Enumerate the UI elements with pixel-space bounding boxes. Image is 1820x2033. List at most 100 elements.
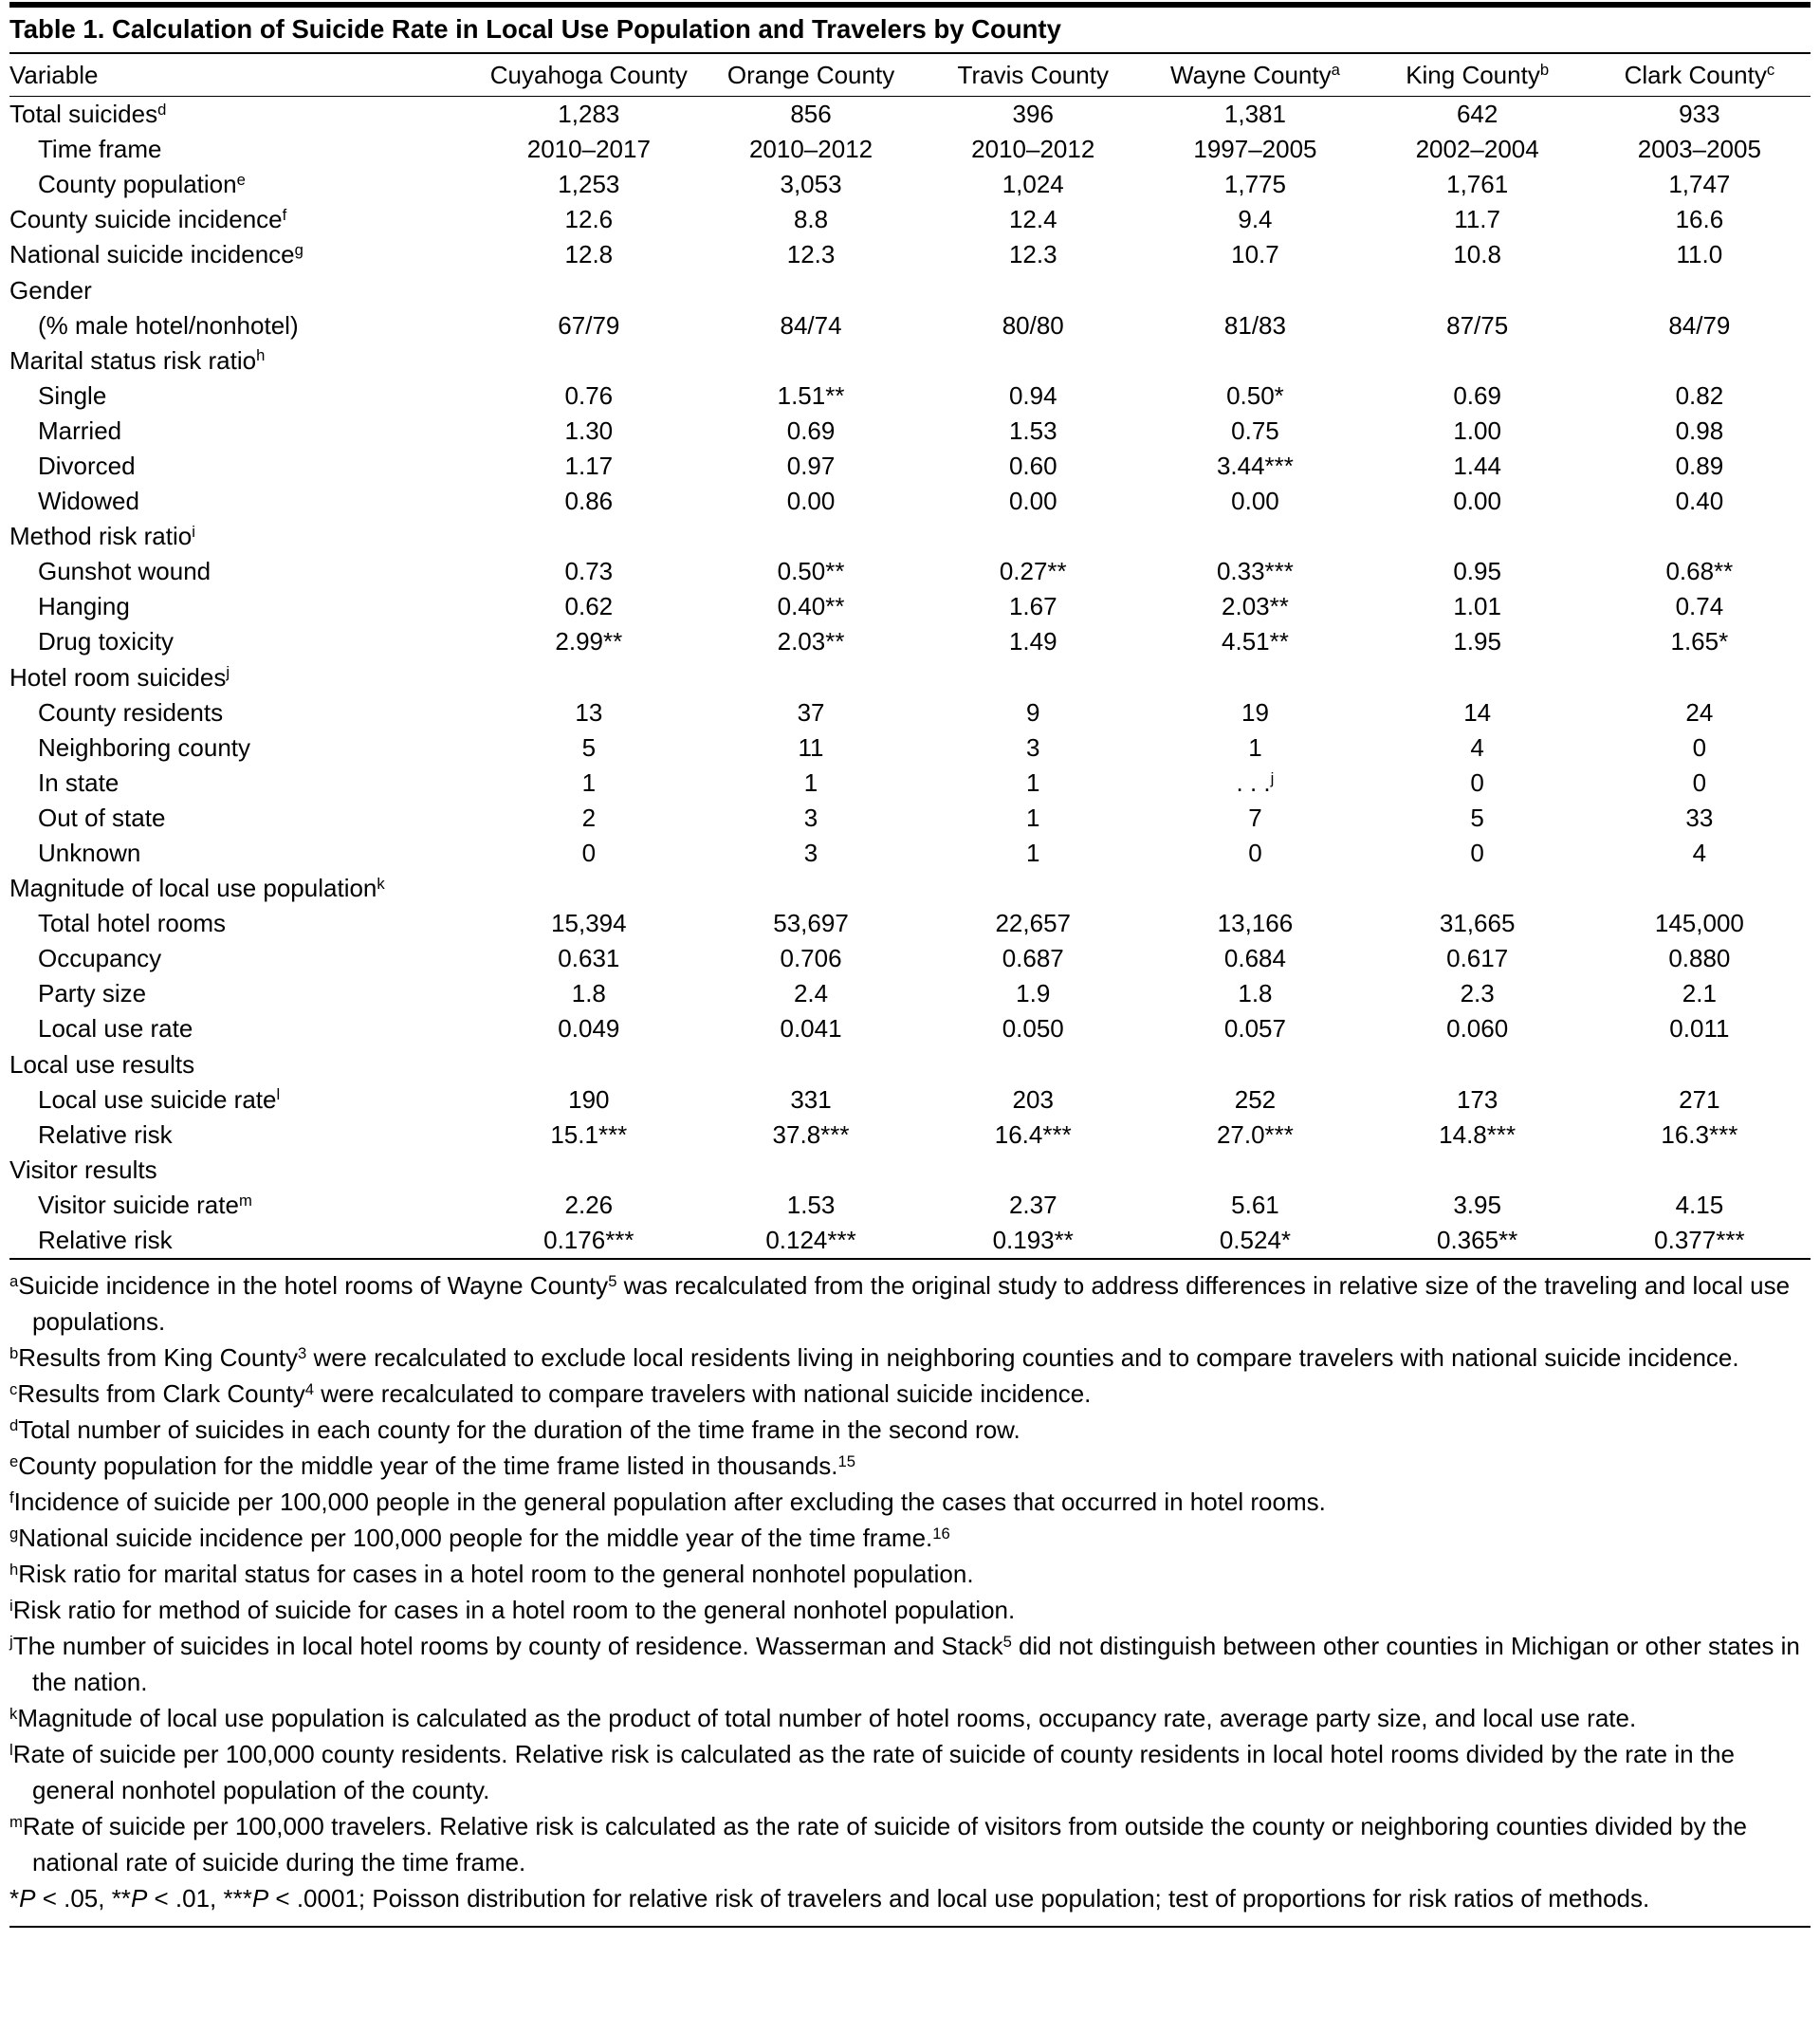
cell-value: 856 <box>790 100 832 129</box>
table-head: Variable Cuyahoga County Orange County Trav… <box>9 54 1811 97</box>
cell-value: 0.377*** <box>1654 1226 1745 1255</box>
section-label: Local use results <box>9 1049 195 1079</box>
cell-value: 3,053 <box>780 170 842 199</box>
cell-value: 1 <box>1248 732 1262 762</box>
cell-value: 173 <box>1456 1084 1498 1114</box>
cell-value: 12.6 <box>564 205 614 234</box>
cell-value: 0.69 <box>1453 380 1501 410</box>
cell-value: 933 <box>1679 100 1720 129</box>
cell-value: 2010–2017 <box>526 135 651 164</box>
cell-value: 0 <box>1692 732 1707 762</box>
cell-value: 0.687 <box>1002 944 1064 973</box>
cell-value: 190 <box>568 1084 610 1114</box>
footnote: iRisk ratio for method of suicide for ca… <box>9 1596 1016 1625</box>
cell-value: 0 <box>1470 767 1484 797</box>
column-header-county: Orange County <box>699 54 923 97</box>
cell-value: 0.050 <box>1002 1014 1064 1044</box>
column-header-county: Travis County <box>922 54 1145 97</box>
cell-value: 2.26 <box>564 1190 614 1219</box>
row-label: Total hotel rooms <box>38 909 226 938</box>
cell-value: 19 <box>1241 697 1269 727</box>
cell-value <box>922 660 1144 695</box>
cell-value: 14.8*** <box>1439 1119 1517 1149</box>
footnote: mRate of suicide per 100,000 travelers. … <box>9 1812 1747 1877</box>
row-label: Total suicidesd <box>9 100 167 129</box>
table-row: Widowed 0.86 0.00 0.00 0.00 0.00 0.40 <box>9 484 1811 519</box>
table-row: Relative risk 0.176*** 0.124*** 0.193** 0.52… <box>9 1223 1811 1259</box>
table-row: In state 1 1 1 . . .j 0 0 <box>9 766 1811 801</box>
footnotes-section: aSuicide incidence in the hotel rooms of… <box>9 1260 1811 1929</box>
cell-value: 252 <box>1234 1084 1277 1114</box>
footnote: gNational suicide incidence per 100,000 … <box>9 1524 950 1553</box>
cell-value <box>1589 519 1811 554</box>
cell-value: 14 <box>1463 697 1492 727</box>
table-title-block: Table 1. Calculation of Suicide Rate in … <box>9 2 1811 54</box>
cell-value: 0.94 <box>1008 380 1057 410</box>
table-row: Out of state 2 3 1 7 5 33 <box>9 801 1811 836</box>
cell-value: 27.0*** <box>1216 1119 1294 1149</box>
cell-value: 2002–2004 <box>1415 135 1539 164</box>
cell-value: 1.17 <box>564 451 614 480</box>
cell-value: 1.51** <box>777 380 845 410</box>
cell-value: 0.176*** <box>543 1226 634 1255</box>
cell-value: 1.9 <box>1016 979 1051 1008</box>
cell-value <box>1144 343 1366 379</box>
cell-value: 84/74 <box>780 310 842 340</box>
row-label: County populatione <box>38 170 246 199</box>
cell-value: 2.3 <box>1460 979 1495 1008</box>
footnote: jThe number of suicides in local hotel r… <box>9 1632 1800 1697</box>
cell-value: 5.61 <box>1231 1190 1279 1219</box>
cell-value: 0.95 <box>1453 557 1501 586</box>
cell-value: 0.97 <box>786 451 836 480</box>
cell-value: 1 <box>1026 767 1040 797</box>
table-row: Hanging 0.62 0.40** 1.67 2.03** 1.01 0.74 <box>9 589 1811 624</box>
cell-value: 7 <box>1248 803 1262 832</box>
section-row: Method risk ratioi <box>9 519 1811 554</box>
cell-value: 0.82 <box>1675 380 1724 410</box>
cell-value: 331 <box>790 1084 832 1114</box>
column-header-county: King Countyb <box>1366 54 1589 97</box>
cell-value: 1.67 <box>1008 592 1057 621</box>
footnote: lRate of suicide per 100,000 county resi… <box>9 1740 1735 1805</box>
cell-value: 0.880 <box>1668 944 1731 973</box>
table-row: Occupancy 0.631 0.706 0.687 0.684 0.617 0.880 <box>9 941 1811 976</box>
footnote: dTotal number of suicides in each county… <box>9 1415 1020 1445</box>
cell-value: 0.60 <box>1008 451 1057 480</box>
cell-value: 0.684 <box>1223 944 1286 973</box>
cell-value <box>922 343 1144 379</box>
cell-value: 1 <box>1026 839 1040 868</box>
cell-value: 0.011 <box>1669 1014 1730 1044</box>
cell-value: 5 <box>1470 803 1484 832</box>
cell-value <box>1367 1047 1589 1082</box>
cell-value <box>1589 660 1811 695</box>
cell-value: 0.617 <box>1446 944 1509 973</box>
cell-value <box>1144 272 1366 307</box>
cell-value: 3.44*** <box>1216 451 1294 480</box>
cell-value: 2003–2005 <box>1637 135 1761 164</box>
row-label: Married <box>38 416 122 445</box>
cell-value: 0.73 <box>564 557 614 586</box>
cell-value: 4.51** <box>1222 627 1289 656</box>
cell-value: 0 <box>1248 839 1262 868</box>
row-label: Widowed <box>38 487 139 516</box>
cell-value: 24 <box>1685 697 1714 727</box>
cell-value: 642 <box>1456 100 1498 129</box>
table-row: Neighboring county 5 11 3 1 4 0 <box>9 730 1811 766</box>
cell-value: 0.40 <box>1675 487 1724 516</box>
cell-value <box>1144 871 1366 906</box>
cell-value: 1 <box>581 767 597 797</box>
cell-value: 9 <box>1026 697 1040 727</box>
cell-value: 2010–2012 <box>971 135 1095 164</box>
cell-value: 1 <box>803 767 818 797</box>
table-row: Party size 1.8 2.4 1.9 1.8 2.3 2.1 <box>9 976 1811 1011</box>
row-label: County residents <box>38 697 224 727</box>
cell-value <box>700 272 922 307</box>
cell-value <box>1589 871 1811 906</box>
cell-value: 0 <box>581 839 597 868</box>
cell-value: 37 <box>797 697 825 727</box>
table-row: National suicide incidenceg 12.8 12.3 12.3 1… <box>9 237 1811 272</box>
cell-value: 22,657 <box>995 909 1071 938</box>
cell-value: 5 <box>581 732 597 762</box>
row-label: Local use suicide ratel <box>38 1084 281 1114</box>
table-row: County suicide incidencef 12.6 8.8 12.4 9.4 1… <box>9 202 1811 237</box>
